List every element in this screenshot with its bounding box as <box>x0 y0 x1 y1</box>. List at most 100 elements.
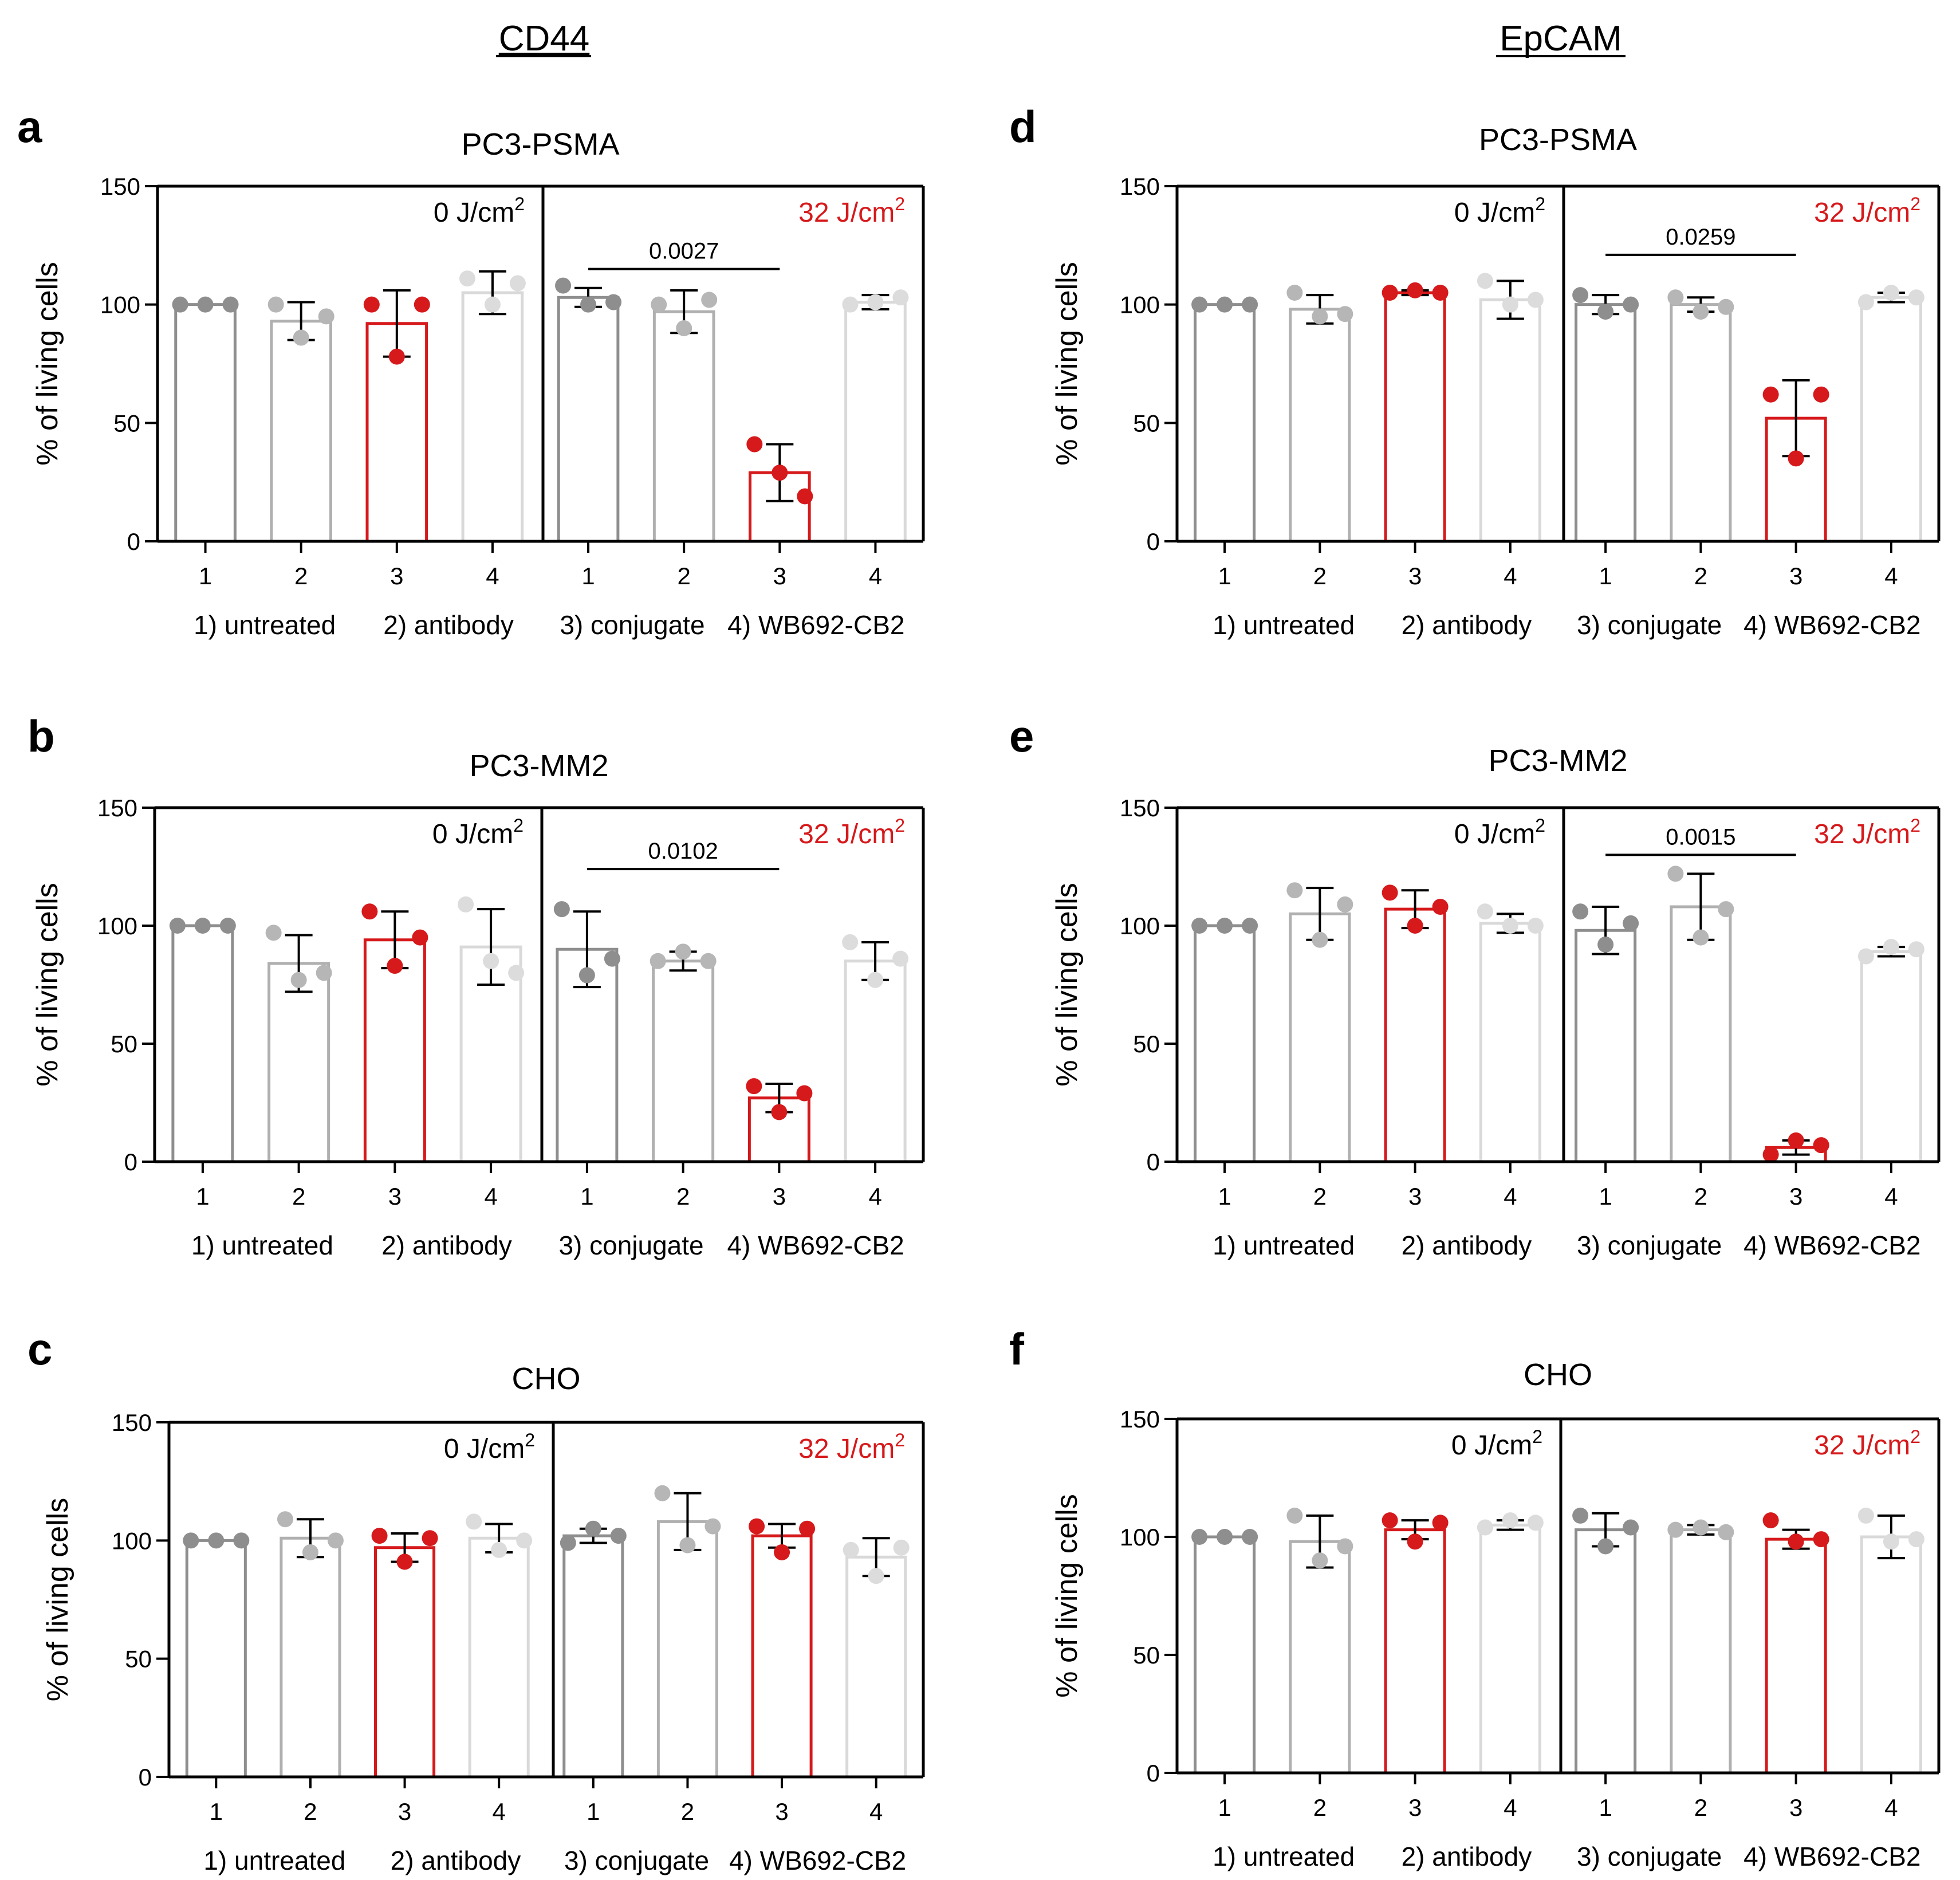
legend-item-3: 3) conjugate <box>1577 1230 1722 1260</box>
bar-0J-cat-2 <box>1289 1540 1351 1773</box>
x-tick-label: 2 <box>1313 1794 1327 1821</box>
data-point <box>578 967 595 984</box>
data-point <box>772 465 788 481</box>
data-point <box>1286 285 1303 301</box>
x-tick-label: 4 <box>1884 1794 1898 1821</box>
data-point <box>555 277 572 294</box>
data-point <box>797 488 813 505</box>
bar-0J-cat-1 <box>1194 1535 1256 1773</box>
data-point <box>1312 931 1328 948</box>
data-point <box>459 270 475 287</box>
bar-32J-cat-4 <box>1860 1535 1922 1773</box>
fluence-label: 32 J/cm2 <box>798 815 905 849</box>
x-tick-label: 4 <box>493 1798 506 1825</box>
bar-0J-cat-4 <box>468 1536 530 1777</box>
panel-f: f CHO % of living cells 0 50 100 150 1 2 3 4 0 J/cm… <box>1009 1324 1941 1871</box>
data-point <box>293 329 309 346</box>
data-point <box>580 296 597 313</box>
bar-32J-cat-2 <box>652 310 715 541</box>
data-point <box>654 1485 671 1501</box>
bar-0J-cat-3 <box>374 1546 436 1777</box>
bar-32J-cat-1 <box>1575 1528 1637 1773</box>
panel-d: d PC3-PSMA % of living cells 0 50 100 150 1 2 3 4 0… <box>1009 101 1941 640</box>
data-point <box>466 1513 482 1530</box>
bar-32J-cat-1 <box>1575 929 1637 1162</box>
fluence-label: 0 J/cm2 <box>444 1430 535 1464</box>
fluence-label: 0 J/cm2 <box>432 815 524 849</box>
data-point <box>1477 903 1493 920</box>
bar-0J-cat-3 <box>1384 907 1446 1162</box>
x-tick-label: 2 <box>676 1183 690 1210</box>
bar-32J-cat-2 <box>652 959 715 1162</box>
fluence-superscript: 2 <box>1910 194 1920 214</box>
panel-title: CHO <box>1524 1358 1592 1392</box>
panel-title: PC3-MM2 <box>1488 744 1627 778</box>
bar-32J-cat-3 <box>1765 1537 1827 1773</box>
bar-0J-cat-2 <box>270 320 332 541</box>
bar-0J-cat-3 <box>1384 291 1446 541</box>
legend-item-3: 3) conjugate <box>564 1846 709 1875</box>
bar-32J-cat-1 <box>562 1534 624 1777</box>
y-tick-label: 50 <box>1133 1642 1160 1669</box>
data-point <box>1312 1552 1328 1569</box>
fluence-label-text: 0 J/cm <box>1454 819 1535 849</box>
x-tick-label: 4 <box>1504 1794 1517 1821</box>
data-point <box>1242 1529 1258 1545</box>
data-point <box>1502 296 1518 313</box>
x-tick-label: 3 <box>388 1183 402 1210</box>
y-tick-label: 0 <box>124 1149 137 1175</box>
data-point <box>1572 287 1589 304</box>
x-tick-label: 1 <box>196 1183 209 1210</box>
panel-title: PC3-PSMA <box>461 127 619 162</box>
data-point <box>1572 1507 1589 1524</box>
fluence-superscript: 2 <box>1535 815 1545 836</box>
legend-item-2: 2) antibody <box>1402 1230 1532 1260</box>
data-point <box>843 1541 859 1558</box>
data-point <box>208 1532 225 1549</box>
data-point <box>414 296 430 313</box>
data-point <box>1718 1524 1734 1540</box>
x-tick-label: 2 <box>1694 1794 1707 1821</box>
y-tick-label: 0 <box>1147 1149 1160 1175</box>
fluence-label-text: 0 J/cm <box>1451 1430 1532 1461</box>
legend-item-4: 4) WB692-CB2 <box>1743 610 1920 640</box>
legend-item-1: 1) untreated <box>191 1230 333 1260</box>
data-point <box>1667 289 1684 306</box>
x-tick-label: 4 <box>484 1183 497 1210</box>
legend-item-3: 3) conjugate <box>558 1230 703 1260</box>
data-point <box>1217 296 1233 313</box>
data-point <box>1527 1515 1544 1531</box>
data-point <box>1337 1538 1353 1555</box>
x-tick-label: 4 <box>1504 563 1517 589</box>
bar-0J-cat-1 <box>1194 924 1256 1162</box>
data-point <box>1762 386 1779 403</box>
data-point <box>1908 941 1924 958</box>
y-tick-label: 150 <box>1120 173 1160 200</box>
data-point <box>651 296 667 313</box>
fluence-label-text: 0 J/cm <box>1454 198 1535 228</box>
data-point <box>509 275 526 292</box>
data-point <box>585 1520 601 1537</box>
x-tick-label: 1 <box>1599 1183 1612 1210</box>
data-point <box>277 1511 293 1528</box>
y-tick-label: 150 <box>1120 795 1160 821</box>
data-point <box>1597 936 1614 953</box>
legend-item-4: 4) WB692-CB2 <box>727 610 904 640</box>
y-tick-label: 100 <box>97 913 137 939</box>
data-point <box>1407 1533 1423 1550</box>
data-point <box>604 950 620 967</box>
data-point <box>265 925 282 941</box>
data-point <box>1242 918 1258 934</box>
p-value: 0.0015 <box>1666 824 1735 849</box>
fluence-label: 32 J/cm2 <box>798 194 905 228</box>
data-point <box>701 292 718 308</box>
legend-item-4: 4) WB692-CB2 <box>1743 1842 1920 1871</box>
x-tick-label: 1 <box>581 563 595 589</box>
data-point <box>194 918 211 934</box>
bar-32J-cat-4 <box>1860 950 1922 1162</box>
fluence-superscript: 2 <box>514 194 525 214</box>
data-point <box>1432 285 1449 301</box>
data-point <box>508 965 525 981</box>
bar-0J-cat-1 <box>1194 303 1256 541</box>
bar-0J-cat-2 <box>267 962 330 1162</box>
